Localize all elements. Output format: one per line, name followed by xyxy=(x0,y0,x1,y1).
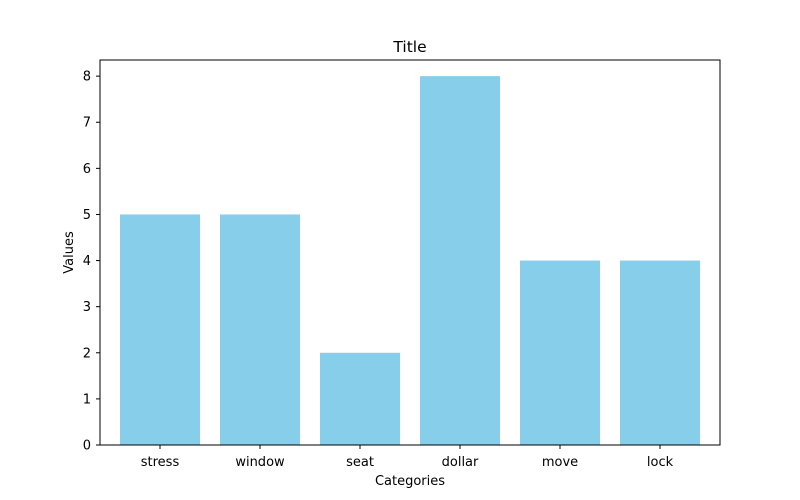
y-tick-label: 3 xyxy=(83,300,91,315)
x-tick-label: seat xyxy=(346,455,374,470)
y-tick-label: 2 xyxy=(83,346,91,361)
bar-lock xyxy=(620,260,700,445)
bar-window xyxy=(220,214,300,445)
x-tick-label: lock xyxy=(647,455,674,470)
x-tick-label: window xyxy=(235,455,285,470)
y-tick-label: 5 xyxy=(83,208,91,223)
bar-stress xyxy=(120,214,200,445)
x-axis: stress window seat dollar move lock xyxy=(141,445,674,470)
y-tick-label: 0 xyxy=(83,439,91,454)
x-axis-title: Categories xyxy=(375,474,445,489)
x-tick-label: dollar xyxy=(442,455,479,470)
chart-title: Title xyxy=(392,38,426,56)
y-axis-title: Values xyxy=(62,231,77,274)
bar-move xyxy=(520,260,600,445)
plot-frame xyxy=(99,59,721,446)
bar-seat xyxy=(320,352,400,445)
y-tick-label: 7 xyxy=(83,116,91,131)
y-tick-label: 4 xyxy=(83,254,91,269)
y-tick-label: 6 xyxy=(83,162,91,177)
x-tick-label: move xyxy=(542,455,578,470)
y-axis: 0 1 2 3 4 5 6 7 8 xyxy=(83,70,100,454)
bars-group xyxy=(120,76,700,445)
y-tick-label: 8 xyxy=(83,70,91,85)
bar-dollar xyxy=(420,76,500,445)
x-tick-label: stress xyxy=(141,455,180,470)
y-tick-label: 1 xyxy=(83,392,91,407)
